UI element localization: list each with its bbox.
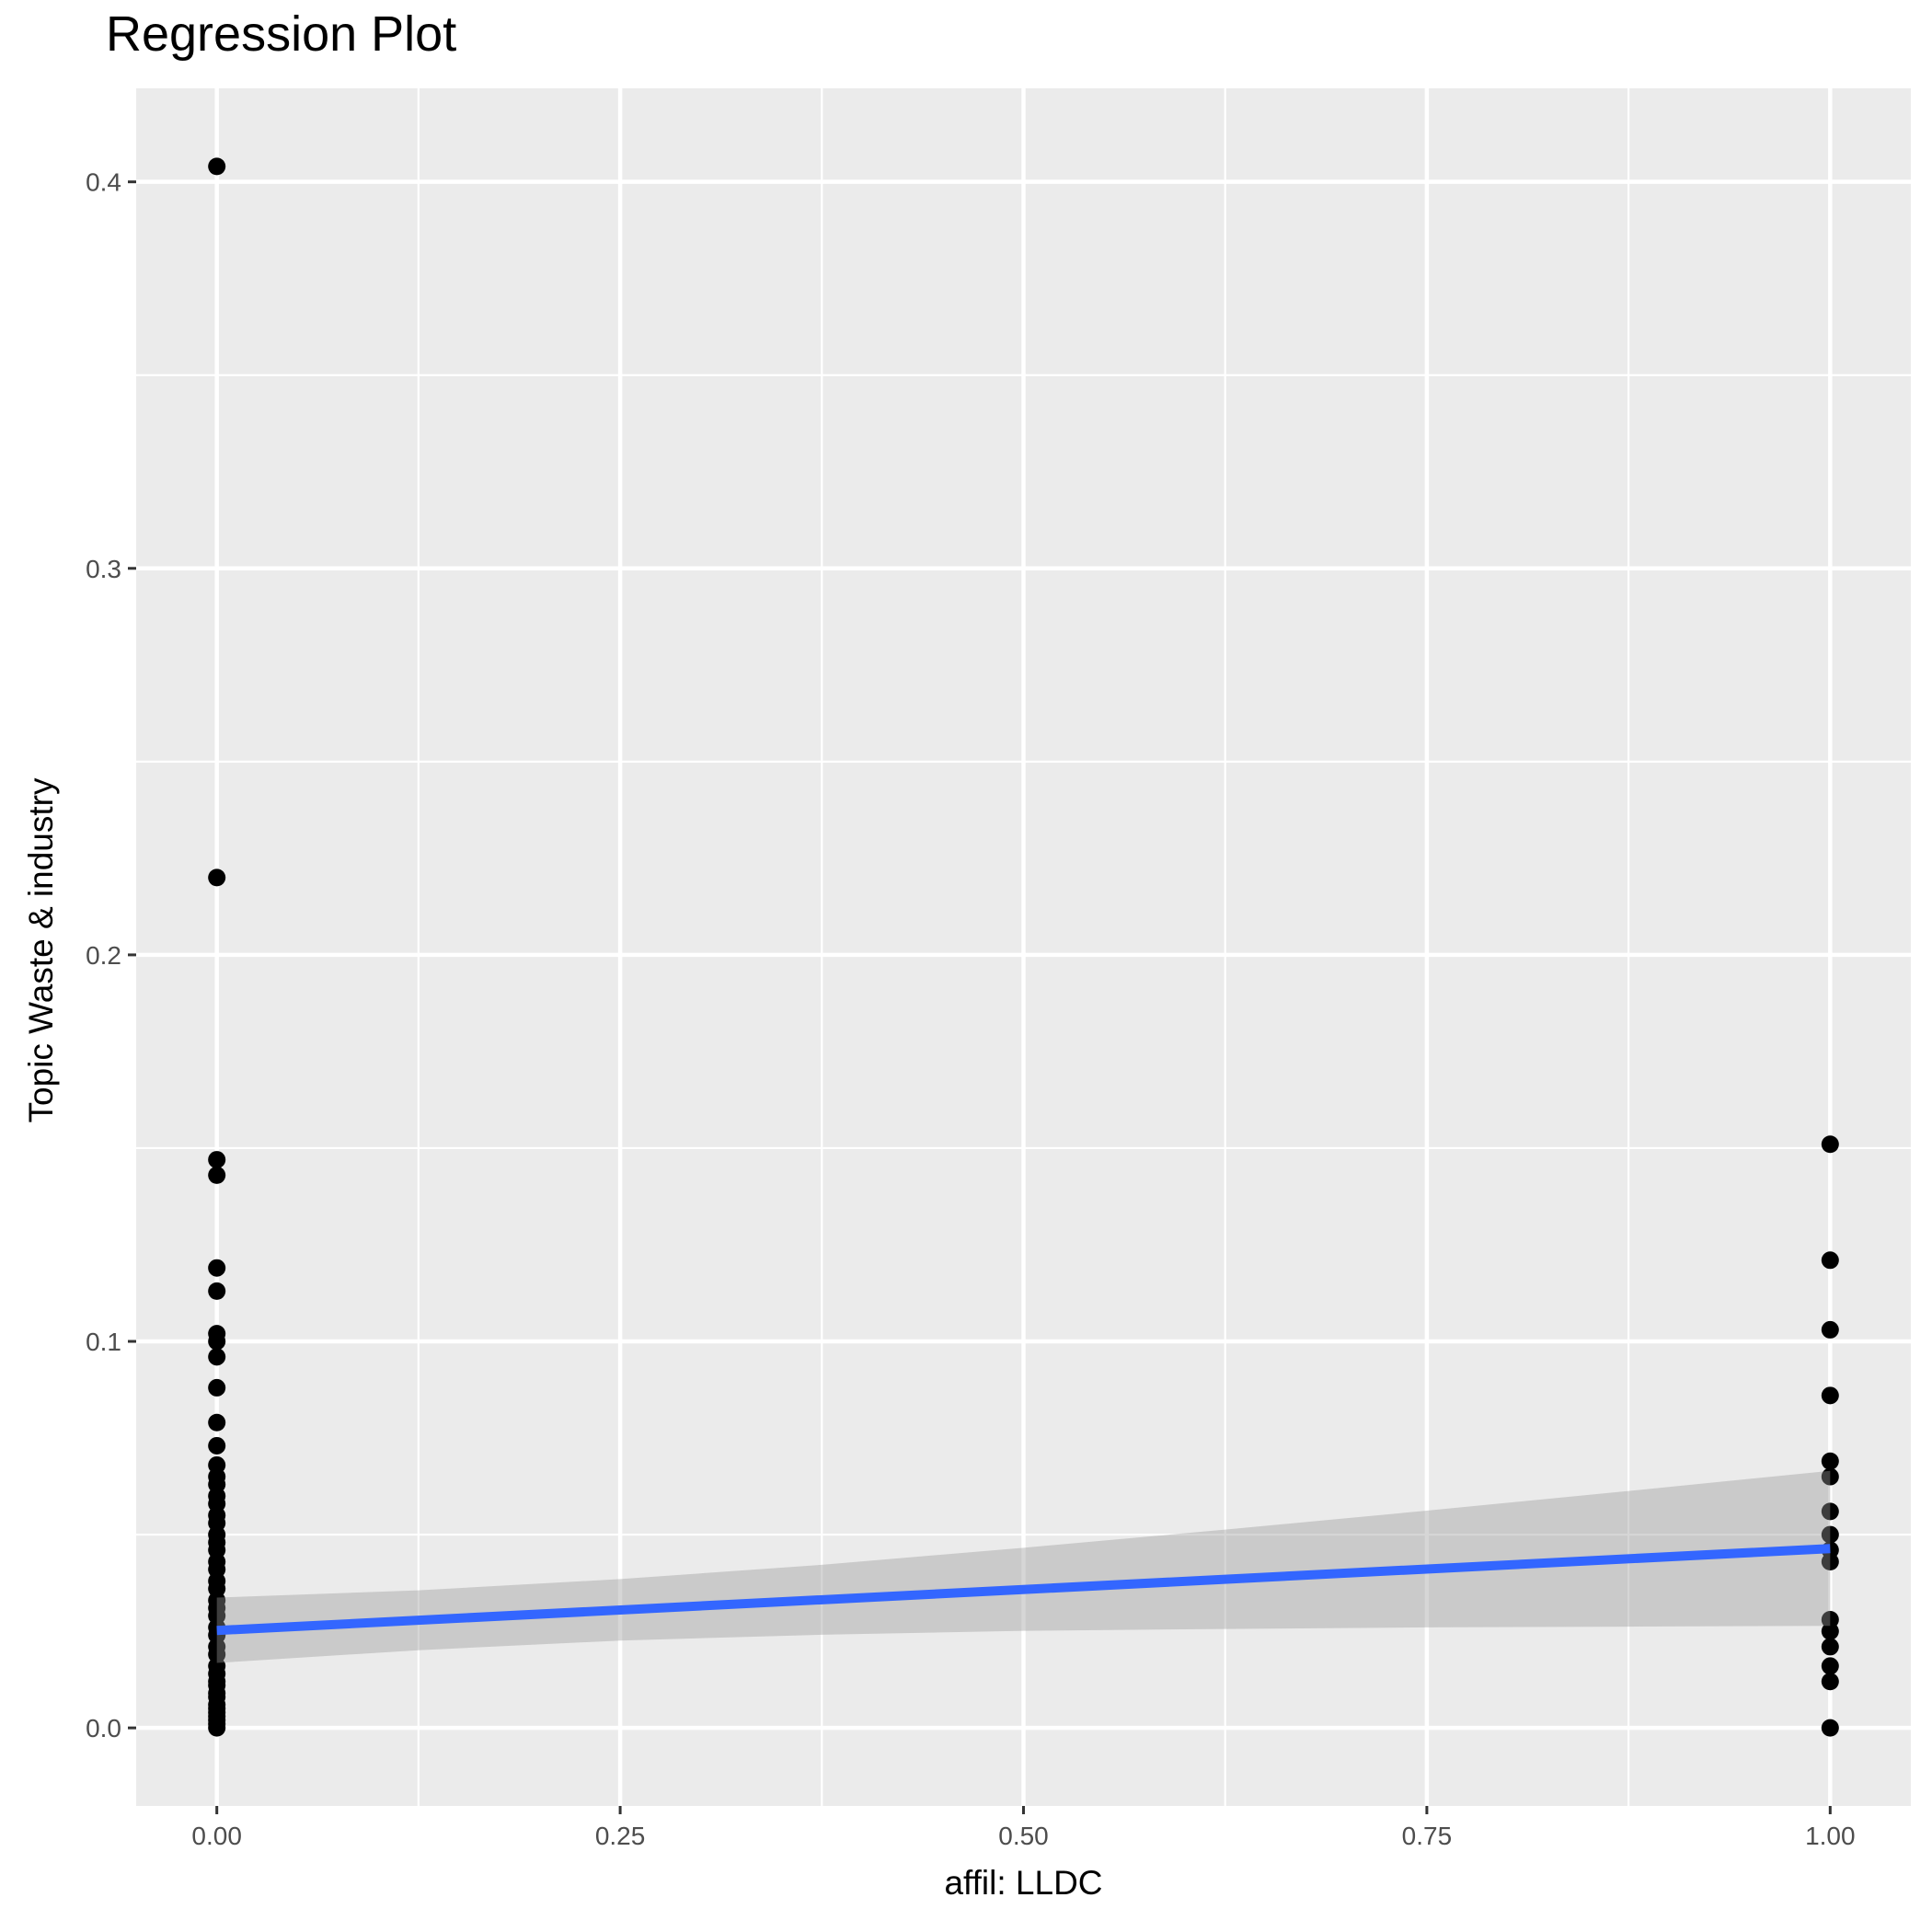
data-point bbox=[1821, 1320, 1839, 1339]
x-tick-label: 0.50 bbox=[998, 1822, 1049, 1850]
x-tick-label: 0.75 bbox=[1402, 1822, 1453, 1850]
data-point bbox=[208, 868, 226, 887]
data-point bbox=[1821, 1135, 1839, 1154]
y-tick-label: 0.3 bbox=[86, 555, 121, 583]
data-point bbox=[208, 1166, 226, 1184]
data-point bbox=[1821, 1525, 1839, 1544]
data-point bbox=[1821, 1502, 1839, 1521]
data-point bbox=[1821, 1452, 1839, 1470]
confidence-band bbox=[216, 1470, 1831, 1663]
data-point bbox=[1821, 1386, 1839, 1405]
data-point bbox=[208, 157, 226, 176]
data-point bbox=[208, 1332, 226, 1351]
data-point bbox=[1821, 1673, 1839, 1691]
x-tick-label: 0.25 bbox=[595, 1822, 646, 1850]
x-tick-label: 1.00 bbox=[1805, 1822, 1856, 1850]
data-point bbox=[1821, 1622, 1839, 1640]
data-point bbox=[1821, 1719, 1839, 1737]
chart-title: Regression Plot bbox=[106, 6, 457, 62]
y-axis-title: Topic Waste & industry bbox=[22, 777, 60, 1123]
y-tick-label: 0.0 bbox=[86, 1714, 121, 1742]
data-point bbox=[208, 1282, 226, 1300]
x-axis-title: affil: LLDC bbox=[944, 1864, 1103, 1902]
data-point bbox=[208, 1348, 226, 1366]
data-point bbox=[1821, 1251, 1839, 1270]
data-point bbox=[1821, 1552, 1839, 1570]
regression-line bbox=[216, 1544, 1831, 1636]
data-point bbox=[208, 1413, 226, 1432]
y-tick-label: 0.4 bbox=[86, 168, 121, 197]
data-point bbox=[208, 1378, 226, 1397]
y-tick-label: 0.1 bbox=[86, 1328, 121, 1356]
data-point bbox=[208, 1259, 226, 1277]
data-point bbox=[1821, 1657, 1839, 1675]
data-point bbox=[208, 1151, 226, 1169]
data-point bbox=[208, 1436, 226, 1455]
y-tick-label: 0.2 bbox=[86, 941, 121, 970]
data-point bbox=[208, 1719, 226, 1737]
x-tick-label: 0.00 bbox=[191, 1822, 242, 1850]
data-point bbox=[1821, 1638, 1839, 1656]
data-point bbox=[1821, 1467, 1839, 1486]
